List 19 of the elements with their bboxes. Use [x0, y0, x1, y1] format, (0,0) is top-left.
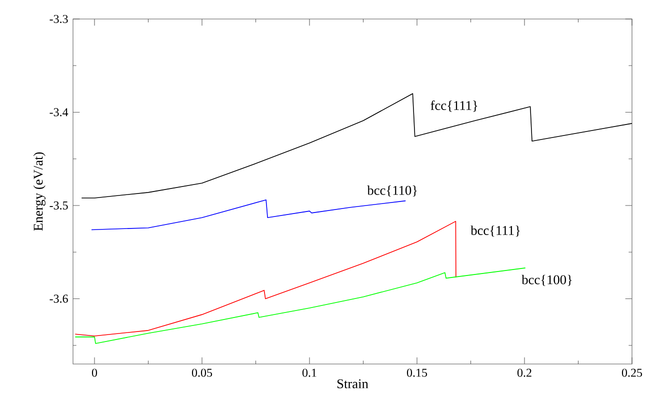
y-tick-label: -3.5	[50, 201, 68, 210]
y-tick-label: -3.3	[50, 14, 68, 24]
x-axis-title: Strain	[337, 379, 368, 388]
y-axis-title: Energy (eV/at)	[33, 152, 46, 231]
series-label: fcc{111}	[430, 100, 478, 112]
line-series	[74, 220, 456, 336]
series-label: bcc{100}	[522, 274, 572, 286]
series-label: bcc{110}	[367, 186, 417, 197]
x-tick-label: 0.1	[302, 368, 316, 377]
line-series	[81, 93, 632, 198]
x-tick-label: 0.05	[192, 368, 212, 377]
x-tick-label: 0	[92, 368, 98, 377]
x-tick-label: 0.25	[622, 368, 642, 377]
x-tick-label: 0.15	[406, 368, 428, 377]
y-tick-label: -3.6	[50, 294, 68, 303]
line-series	[91, 199, 406, 230]
series-label: bcc{111}	[470, 226, 520, 237]
x-tick-label: 0.2	[517, 368, 532, 377]
y-tick-label: -3.4	[50, 108, 68, 116]
